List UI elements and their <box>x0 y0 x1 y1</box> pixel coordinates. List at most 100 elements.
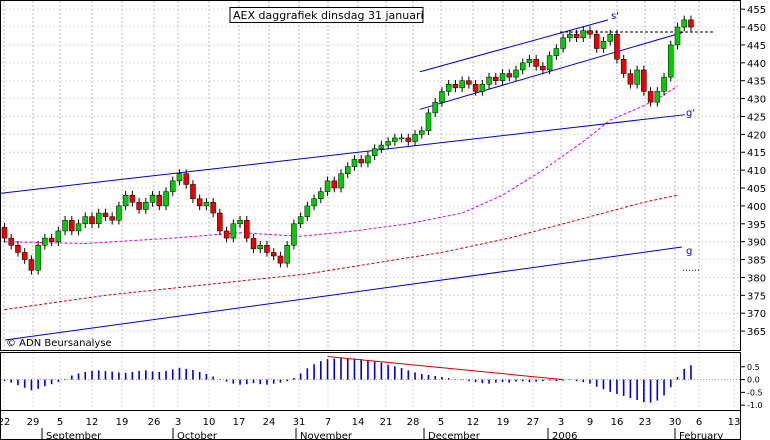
candle-body <box>183 173 189 185</box>
price-tick-label: 425 <box>747 112 766 123</box>
candle-body <box>385 141 391 146</box>
candle-body <box>311 198 317 207</box>
candle-body <box>661 76 667 92</box>
ma-short-line <box>4 85 678 245</box>
candle-body <box>75 223 82 232</box>
candle-body <box>573 33 580 39</box>
candle-body <box>102 212 109 217</box>
candle-body <box>472 84 479 92</box>
candle-body <box>378 144 385 149</box>
divergence-line <box>327 356 564 381</box>
month-label: September <box>46 431 102 440</box>
trendline-g-prime <box>0 114 686 194</box>
candle-body <box>620 58 627 74</box>
candle-body <box>163 191 169 207</box>
candle-body <box>513 69 519 78</box>
candle-body <box>587 30 593 35</box>
trendline-label: g <box>686 246 692 257</box>
candle-body <box>519 62 526 71</box>
candle-body <box>526 58 533 64</box>
candle-body <box>122 194 129 207</box>
trendline-label: g' <box>686 108 695 119</box>
candle-body <box>143 202 149 210</box>
candle-body <box>371 148 378 157</box>
candle-body <box>318 191 324 200</box>
price-tick-label: 410 <box>747 166 766 177</box>
day-tick-label: 17 <box>233 417 246 428</box>
chart-title: AEX daggrafiek dinsdag 31 januari <box>233 9 424 22</box>
candle-body <box>365 155 371 164</box>
candle-body <box>567 33 573 39</box>
price-tick-label: 420 <box>747 130 766 141</box>
osc-tick-label: -0.5 <box>747 388 763 397</box>
candle-body <box>493 76 499 81</box>
candle-body <box>149 194 156 203</box>
month-label: November <box>300 431 353 440</box>
day-tick-label: 7 <box>325 417 331 428</box>
trendline-s <box>419 31 684 110</box>
candle-body <box>688 19 694 28</box>
candle-body <box>614 33 620 60</box>
chart-title-box <box>229 7 424 23</box>
candle-body <box>304 205 311 217</box>
trendline-label: s' <box>611 11 619 22</box>
day-tick-label: 5 <box>57 417 63 428</box>
candle-body <box>291 223 297 246</box>
candle-body <box>412 134 418 142</box>
candle-body <box>432 101 438 114</box>
candle-body <box>324 180 331 192</box>
candle-body <box>82 216 89 225</box>
price-tick-label: 385 <box>747 256 766 267</box>
candle-body <box>196 198 203 207</box>
candle-body <box>203 202 210 207</box>
price-tick-label: 415 <box>747 148 766 159</box>
candle-body <box>553 48 560 56</box>
candle-body <box>42 237 48 246</box>
candle-body <box>607 33 613 42</box>
candle-body <box>331 180 338 189</box>
day-tick-label: 26 <box>148 417 161 428</box>
price-tick-label: 440 <box>747 59 766 70</box>
date-axis-panel <box>0 410 741 440</box>
day-tick-label: 9 <box>587 417 593 428</box>
trendlines: s'sg'g <box>0 11 715 341</box>
month-label: February <box>679 431 723 440</box>
day-tick-label: 19 <box>116 417 129 428</box>
price-tick-label: 445 <box>747 41 766 52</box>
price-tick-label: 370 <box>747 309 766 320</box>
day-tick-label: 5 <box>438 417 444 428</box>
candle-body <box>48 237 55 242</box>
price-tick-label: 365 <box>747 327 766 338</box>
candle-body <box>1 227 8 239</box>
price-tick-label: 380 <box>747 273 766 284</box>
month-label: 2006 <box>552 431 577 440</box>
day-tick-label: 29 <box>27 417 40 428</box>
price-tick-label: 375 <box>747 291 766 302</box>
candle-body <box>297 216 304 225</box>
candle-body <box>641 69 647 92</box>
day-tick-label: 14 <box>352 417 365 428</box>
candle-body <box>540 66 546 71</box>
price-tick-label: 390 <box>747 238 766 249</box>
candle-body <box>358 159 364 164</box>
candle-body <box>674 26 681 46</box>
day-tick-label: 21 <box>380 417 393 428</box>
candle-body <box>35 245 41 271</box>
candle-body <box>116 205 122 221</box>
month-label: December <box>428 431 481 440</box>
month-label: October <box>177 431 218 440</box>
candle-body <box>593 33 600 49</box>
day-tick-label: 3 <box>175 417 181 428</box>
candle-body <box>277 255 284 264</box>
axes: 3653703753803853903954004054104154204254… <box>0 5 766 440</box>
osc-tick-label: 0.5 <box>747 363 760 372</box>
candle-body <box>351 159 358 167</box>
candle-body <box>459 80 465 89</box>
candle-body <box>210 202 216 214</box>
candle-body <box>170 180 176 192</box>
day-tick-label: 19 <box>497 417 510 428</box>
oscillator <box>3 356 692 403</box>
candle-body <box>95 212 102 225</box>
candle-body <box>506 73 512 78</box>
price-tick-label: 405 <box>747 184 766 195</box>
